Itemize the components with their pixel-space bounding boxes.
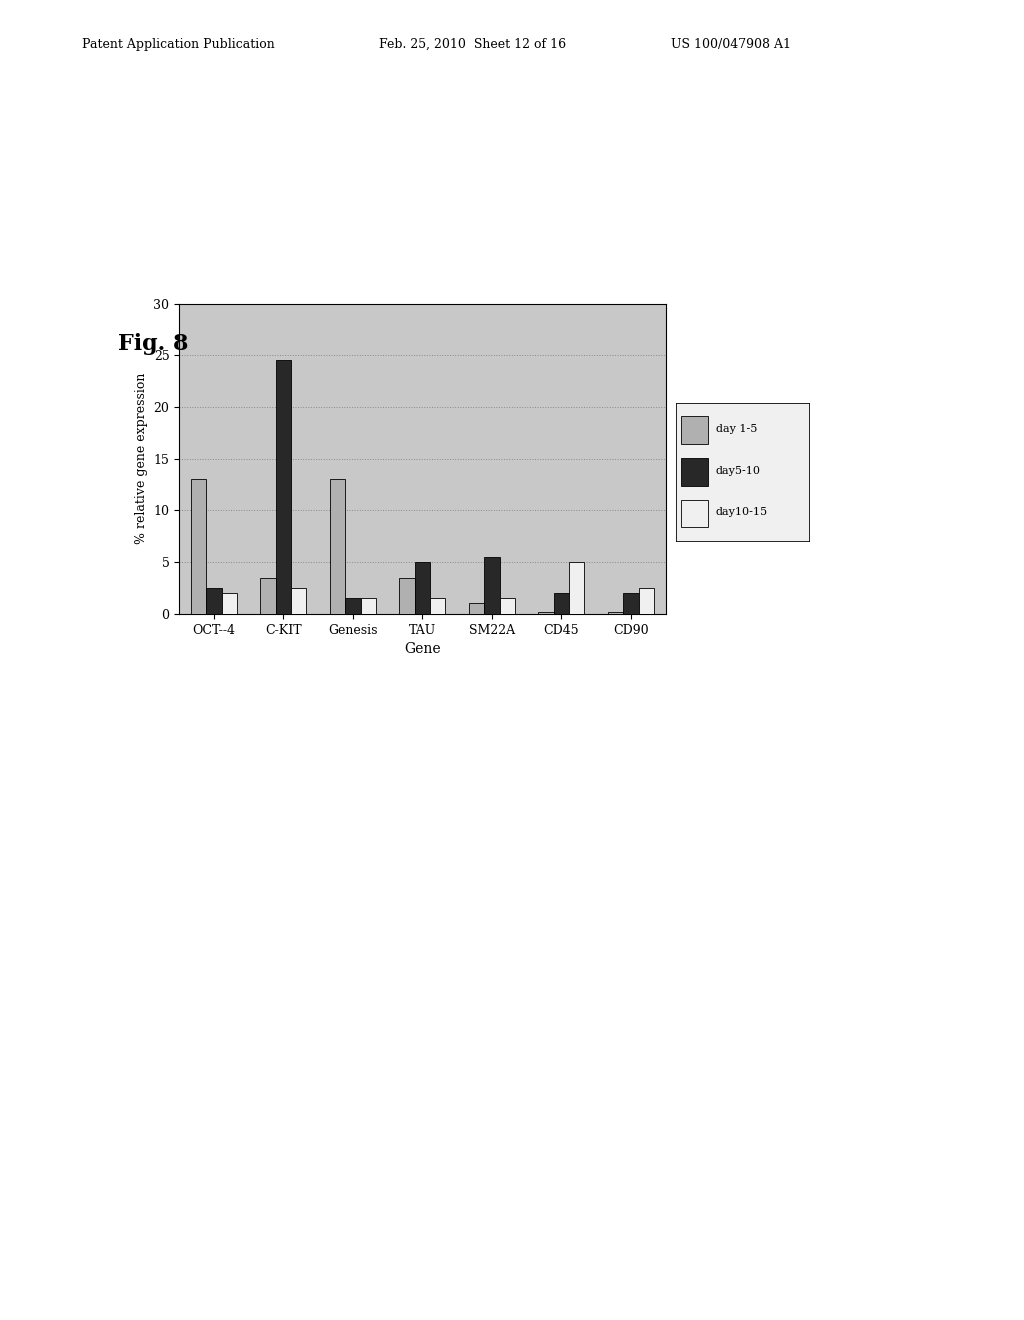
Bar (624, 593, 639, 614)
Bar (415, 562, 430, 614)
Bar (430, 598, 445, 614)
Text: day10-15: day10-15 (716, 507, 768, 517)
Bar (569, 562, 585, 614)
Bar (681, 500, 708, 528)
Bar (681, 417, 708, 444)
Bar (345, 598, 360, 614)
Bar (260, 578, 275, 614)
Bar (206, 587, 221, 614)
Text: Fig. 8: Fig. 8 (118, 333, 188, 355)
Bar (360, 598, 376, 614)
Text: US 100/047908 A1: US 100/047908 A1 (671, 37, 791, 50)
Bar (191, 479, 206, 614)
Text: Feb. 25, 2010  Sheet 12 of 16: Feb. 25, 2010 Sheet 12 of 16 (379, 37, 566, 50)
Bar (539, 611, 554, 614)
Bar (484, 557, 500, 614)
Bar (681, 458, 708, 486)
Bar (275, 360, 291, 614)
Text: Patent Application Publication: Patent Application Publication (82, 37, 274, 50)
Bar (639, 587, 653, 614)
Bar (608, 611, 624, 614)
Bar (291, 587, 306, 614)
Bar (554, 593, 569, 614)
Bar (399, 578, 415, 614)
Bar (221, 593, 237, 614)
Bar (500, 598, 515, 614)
Y-axis label: % relative gene expression: % relative gene expression (135, 374, 147, 544)
Text: day5-10: day5-10 (716, 466, 761, 475)
X-axis label: Gene: Gene (404, 642, 440, 656)
Text: day 1-5: day 1-5 (716, 424, 757, 434)
Bar (330, 479, 345, 614)
Bar (469, 603, 484, 614)
